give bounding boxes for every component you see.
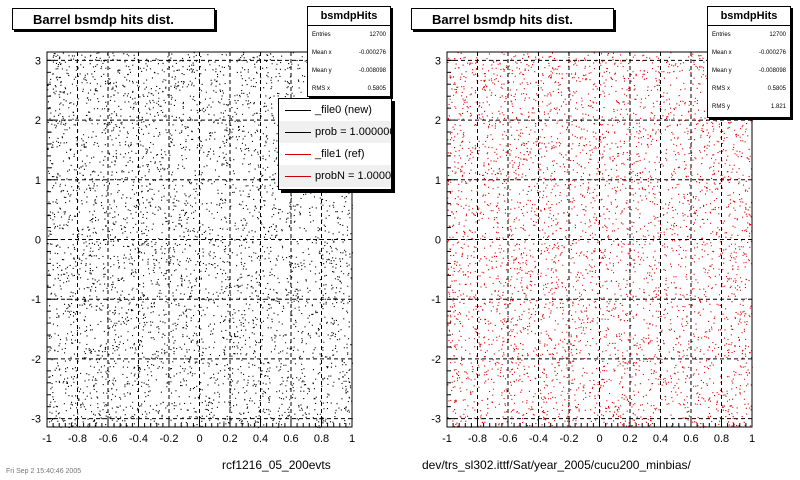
left-stats-row: Mean y -0.008098 [312, 68, 386, 74]
x-tick-label: -0.6 [499, 433, 518, 445]
scatter-points [447, 52, 753, 429]
hit-points [47, 52, 354, 429]
legend-line-red [285, 175, 311, 177]
y-tick-label: -3 [431, 414, 441, 426]
right-x-caption: dev/trs_sl302.ittf/Sat/year_2005/cucu200… [422, 458, 691, 472]
x-tick-label: -1 [442, 433, 452, 445]
left-stats-box: bsmdpHits Entries 12700 Mean x -0.000276… [307, 6, 391, 97]
right-stats-row: RMS y 1.821 [712, 104, 786, 110]
y-tick-label: -2 [431, 354, 441, 366]
y-tick-label: -1 [431, 294, 441, 306]
legend-line-black [285, 131, 311, 133]
y-tick-label: 2 [35, 115, 41, 127]
y-tick-label: 3 [435, 55, 441, 67]
legend-entry: prob = 1.000000 [279, 121, 391, 143]
y-tick-label: 3 [35, 55, 41, 67]
right-scatter-plot: -1 -0.8 -0.6 -0.4 -0.2 0 0.2 0.4 0.6 0.8 1 -3 -2 -1 0 1… [431, 51, 755, 445]
legend-entry: probN = 1.000000 [279, 165, 391, 187]
x-tick-label: -0.8 [68, 433, 87, 445]
x-tick-label: -0.4 [529, 433, 548, 445]
left-stats-name: bsmdpHits [308, 7, 390, 26]
y-tick-label: 2 [435, 115, 441, 127]
x-tick-label: -0.6 [99, 433, 118, 445]
x-tick-label: -0.2 [160, 433, 179, 445]
right-stats-row: Mean y -0.008098 [712, 68, 786, 74]
x-tick-label: 0.6 [283, 433, 298, 445]
scatter-points [47, 52, 354, 429]
y-tick-label: -2 [31, 354, 41, 366]
right-title-box: Barrel bsmdp hits dist. [411, 8, 614, 30]
x-tick-label: 0 [196, 433, 202, 445]
left-title-box: Barrel bsmdp hits dist. [12, 8, 215, 30]
legend-line-black [285, 109, 311, 111]
legend-line-red [285, 153, 311, 155]
y-tick-label: -3 [31, 414, 41, 426]
x-tick-label: 0.4 [653, 433, 668, 445]
right-stats-name: bsmdpHits [708, 7, 790, 26]
right-stats-row: Entries 12700 [712, 32, 786, 38]
left-stats-row: Mean x -0.000276 [312, 50, 386, 56]
x-tick-label: -0.8 [468, 433, 487, 445]
hit-points [447, 52, 753, 429]
right-stats-row: Mean x -0.000276 [712, 50, 786, 56]
x-tick-label: 0.2 [222, 433, 237, 445]
footer-timestamp: Fri Sep 2 15:40:46 2005 [6, 468, 82, 475]
legend-box: _file0 (new) prob = 1.000000 _file1 (ref… [278, 98, 392, 190]
left-x-caption: rcf1216_05_200evts [222, 458, 331, 472]
y-tick-label: 0 [35, 235, 41, 247]
y-tick-label: 1 [435, 175, 441, 187]
left-stats-row: RMS x 0.5805 [312, 86, 386, 92]
x-tick-label: 0.6 [683, 433, 698, 445]
x-tick-label: -1 [42, 433, 52, 445]
x-tick-label: 0.8 [714, 433, 729, 445]
x-tick-label: 1 [749, 433, 755, 445]
x-tick-label: 0.2 [622, 433, 637, 445]
left-chart-title: Barrel bsmdp hits dist. [33, 12, 174, 27]
x-tick-label: 0 [596, 433, 602, 445]
y-tick-label: 0 [435, 235, 441, 247]
y-tick-label: -1 [31, 294, 41, 306]
x-tick-label: 0.4 [253, 433, 268, 445]
right-stats-box: bsmdpHits Entries 12700 Mean x -0.000276… [707, 6, 791, 118]
y-tick-label: 1 [35, 175, 41, 187]
right-stats-row: RMS x 0.5805 [712, 86, 786, 92]
x-tick-label: -0.4 [129, 433, 148, 445]
grid-lines [447, 52, 752, 427]
legend-entry: _file1 (ref) [279, 143, 391, 165]
legend-entry: _file0 (new) [279, 99, 391, 121]
x-tick-label: -0.2 [560, 433, 579, 445]
x-tick-label: 0.8 [314, 433, 329, 445]
left-stats-row: Entries 12700 [312, 32, 386, 38]
right-chart-title: Barrel bsmdp hits dist. [432, 12, 573, 27]
x-tick-label: 1 [349, 433, 355, 445]
